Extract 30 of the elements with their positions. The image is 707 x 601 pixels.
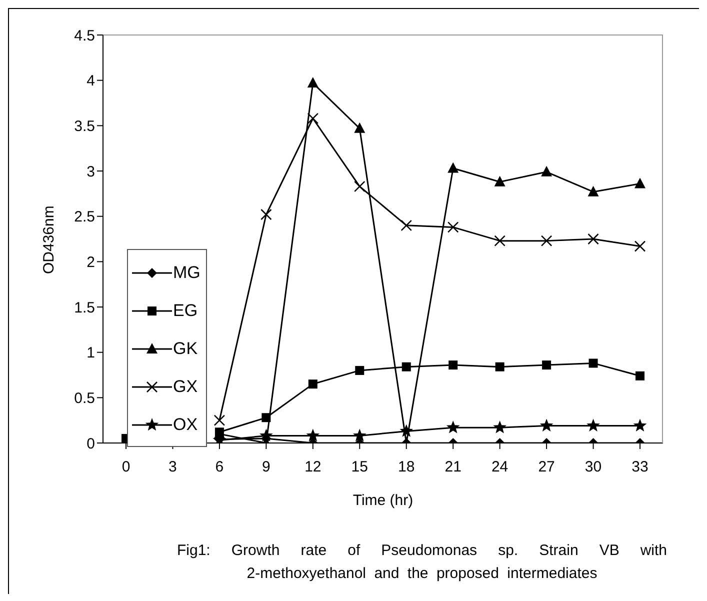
x-axis-title: Time (hr)	[352, 492, 414, 509]
legend-label: EG	[173, 301, 198, 321]
x-tick-label: 21	[444, 458, 462, 476]
y-tick-label: 1.5	[74, 299, 95, 316]
x-tick-label: 3	[168, 458, 177, 476]
legend-label: MG	[173, 263, 200, 283]
text: Fig1: Growth rate of Pseudomonas sp. Strain VB with 2-methoxyethanol and the proposed intermediates	[177, 542, 668, 582]
x-tick-label: 12	[304, 458, 322, 476]
x-tick-label: 33	[632, 458, 648, 476]
y-tick-label: 2	[86, 254, 95, 271]
x-tick-label: 18	[398, 458, 415, 476]
y-tick-label: 1	[86, 344, 95, 362]
legend-label: OX	[173, 415, 198, 435]
x-tick-label: 0	[122, 458, 130, 476]
x-tick-label: 6	[215, 458, 224, 476]
y-tick-label: 2.5	[74, 208, 95, 226]
x-tick-label: 30	[584, 458, 602, 476]
x-tick-label: 15	[351, 458, 368, 476]
x-tick-label: 24	[491, 458, 508, 476]
y-tick-label: 3.5	[74, 118, 95, 135]
y-tick-label: 4.5	[74, 27, 95, 44]
y-axis-title: OD436nm	[40, 206, 58, 274]
y-tick-label: 4	[86, 72, 95, 90]
legend-label: GK	[173, 339, 198, 359]
legend-label: GX	[173, 377, 198, 397]
x-tick-label: 9	[262, 458, 270, 476]
x-tick-label: 27	[538, 458, 555, 476]
y-tick-label: 0.5	[74, 390, 95, 407]
y-tick-label: 3	[86, 163, 95, 180]
y-tick-label: 0	[86, 435, 95, 452]
